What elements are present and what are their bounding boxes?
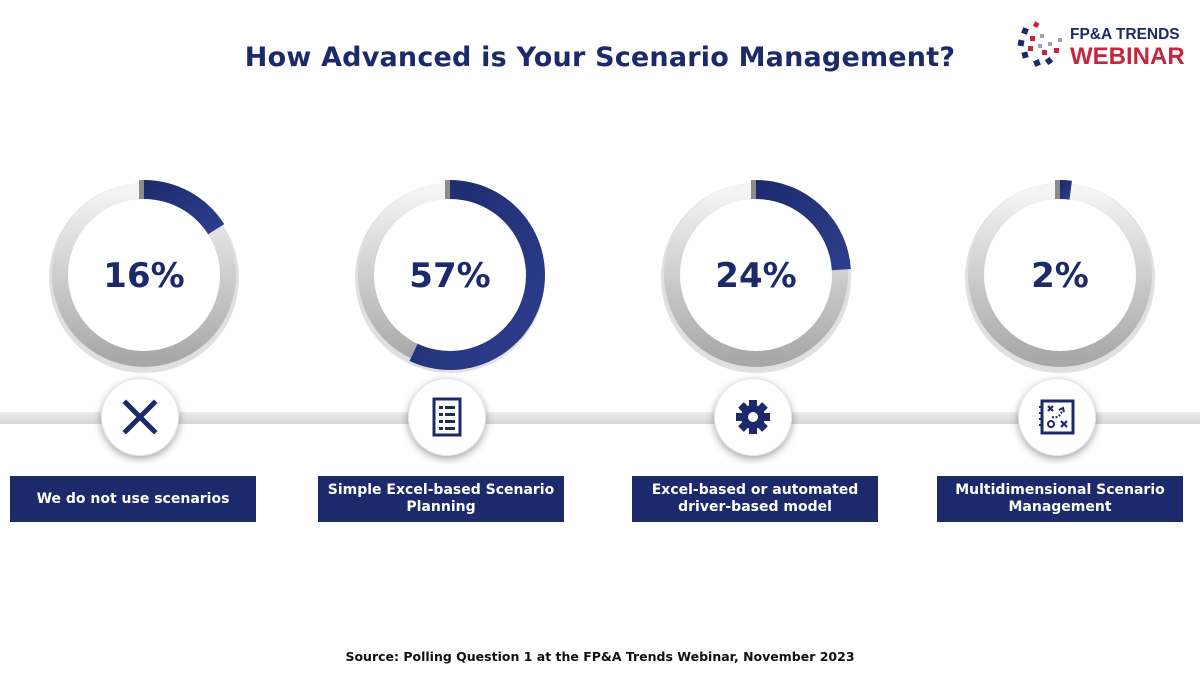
icon-circle-0 <box>101 378 179 456</box>
donut-value-arc-2 <box>756 180 851 271</box>
fpa-trends-webinar-logo: FP&A TRENDS WEBINAR <box>1014 14 1194 80</box>
donut-value-arc-3 <box>1060 180 1072 200</box>
donut-value-arc-1 <box>409 180 545 370</box>
category-label-1: Simple Excel-based Scenario Planning <box>318 476 564 522</box>
donut-value-label-2: 24% <box>715 256 797 296</box>
donut-face-0 <box>70 201 218 349</box>
donut-start-tab-1 <box>445 180 450 199</box>
donut-face-2 <box>682 201 830 349</box>
donut-chart-svg <box>49 180 1155 373</box>
strategy-board-icon <box>1039 399 1075 435</box>
icon-circle-2 <box>714 378 792 456</box>
donut-start-tab-3 <box>1055 180 1060 199</box>
page-title: How Advanced is Your Scenario Management… <box>244 42 956 73</box>
donut-value-label-3: 2% <box>1031 256 1089 296</box>
donut-face-3 <box>986 201 1134 349</box>
checklist-icon <box>432 397 462 437</box>
category-label-3: Multidimensional Scenario Management <box>937 476 1183 522</box>
logo-mark-icon <box>1017 21 1062 67</box>
donut-value-label-1: 57% <box>409 256 491 296</box>
category-label-0: We do not use scenarios <box>10 476 256 522</box>
category-label-2: Excel-based or automated driver-based mo… <box>632 476 878 522</box>
logo-line1: FP&A TRENDS <box>1070 26 1180 43</box>
x-icon <box>122 399 158 435</box>
donut-face-1 <box>376 201 524 349</box>
gear-icon <box>736 400 770 434</box>
icon-circle-1 <box>408 378 486 456</box>
donut-start-tab-0 <box>139 180 144 199</box>
donut-value-label-0: 16% <box>103 256 185 296</box>
donut-value-arc-0 <box>144 180 225 235</box>
logo-line2: WEBINAR <box>1070 43 1185 70</box>
timeline-bar <box>0 412 1200 424</box>
donut-charts: 16% 57% 24% 2% <box>0 170 1200 390</box>
icon-circle-3 <box>1018 378 1096 456</box>
source-note: Source: Polling Question 1 at the FP&A T… <box>345 649 855 664</box>
donut-start-tab-2 <box>751 180 756 199</box>
